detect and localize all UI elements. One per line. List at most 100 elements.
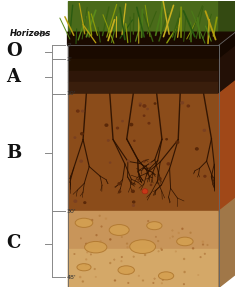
Ellipse shape bbox=[202, 244, 203, 245]
Ellipse shape bbox=[118, 183, 121, 185]
Text: 10': 10' bbox=[66, 91, 76, 96]
Ellipse shape bbox=[190, 232, 191, 233]
Ellipse shape bbox=[204, 175, 206, 177]
Ellipse shape bbox=[82, 110, 84, 112]
Ellipse shape bbox=[132, 190, 134, 192]
Ellipse shape bbox=[126, 243, 127, 244]
Polygon shape bbox=[67, 249, 219, 287]
Ellipse shape bbox=[177, 237, 193, 246]
Text: O: O bbox=[6, 42, 21, 60]
Text: 30': 30' bbox=[66, 209, 76, 214]
Ellipse shape bbox=[178, 232, 179, 233]
Ellipse shape bbox=[150, 163, 151, 164]
Ellipse shape bbox=[154, 278, 155, 279]
Ellipse shape bbox=[119, 191, 121, 192]
Ellipse shape bbox=[143, 105, 146, 107]
Ellipse shape bbox=[158, 251, 159, 252]
Ellipse shape bbox=[134, 140, 135, 141]
Ellipse shape bbox=[147, 108, 148, 109]
Ellipse shape bbox=[84, 202, 86, 203]
Ellipse shape bbox=[110, 162, 111, 163]
Ellipse shape bbox=[127, 247, 128, 248]
Text: 48': 48' bbox=[66, 275, 76, 280]
Ellipse shape bbox=[77, 110, 79, 112]
Text: 2': 2' bbox=[66, 57, 72, 62]
Ellipse shape bbox=[96, 235, 97, 236]
Polygon shape bbox=[219, 0, 235, 45]
Ellipse shape bbox=[99, 215, 100, 216]
Text: 0': 0' bbox=[66, 43, 72, 48]
Polygon shape bbox=[67, 45, 219, 59]
Polygon shape bbox=[219, 81, 235, 211]
Ellipse shape bbox=[167, 163, 170, 165]
Polygon shape bbox=[67, 211, 219, 287]
Ellipse shape bbox=[75, 218, 93, 228]
Ellipse shape bbox=[118, 266, 135, 274]
Ellipse shape bbox=[107, 140, 109, 141]
Ellipse shape bbox=[130, 124, 133, 126]
Ellipse shape bbox=[133, 201, 135, 203]
Ellipse shape bbox=[82, 281, 83, 282]
Ellipse shape bbox=[117, 127, 118, 129]
Ellipse shape bbox=[92, 219, 93, 221]
Text: C: C bbox=[6, 234, 21, 252]
Ellipse shape bbox=[87, 252, 88, 253]
Ellipse shape bbox=[193, 248, 194, 249]
Ellipse shape bbox=[147, 222, 162, 230]
Ellipse shape bbox=[121, 261, 122, 262]
Ellipse shape bbox=[81, 133, 83, 135]
Ellipse shape bbox=[172, 230, 173, 231]
Ellipse shape bbox=[105, 218, 106, 219]
Text: B: B bbox=[6, 144, 21, 162]
Ellipse shape bbox=[139, 103, 141, 105]
Ellipse shape bbox=[122, 121, 123, 122]
Ellipse shape bbox=[176, 141, 179, 143]
Ellipse shape bbox=[150, 184, 152, 185]
Polygon shape bbox=[67, 82, 219, 94]
Polygon shape bbox=[219, 198, 235, 287]
Polygon shape bbox=[219, 32, 235, 59]
Ellipse shape bbox=[154, 103, 156, 104]
Ellipse shape bbox=[109, 225, 129, 235]
Text: Horizons: Horizons bbox=[10, 29, 51, 38]
Ellipse shape bbox=[182, 228, 183, 229]
Polygon shape bbox=[67, 1, 219, 45]
Ellipse shape bbox=[130, 240, 156, 253]
Ellipse shape bbox=[114, 280, 115, 281]
Ellipse shape bbox=[184, 258, 185, 259]
Ellipse shape bbox=[74, 137, 76, 138]
Ellipse shape bbox=[86, 243, 87, 244]
Ellipse shape bbox=[139, 105, 141, 106]
Ellipse shape bbox=[196, 148, 198, 150]
Polygon shape bbox=[67, 32, 235, 45]
Ellipse shape bbox=[158, 178, 161, 180]
Ellipse shape bbox=[203, 130, 205, 131]
Ellipse shape bbox=[158, 272, 174, 280]
Ellipse shape bbox=[110, 263, 111, 264]
Ellipse shape bbox=[101, 226, 102, 227]
Ellipse shape bbox=[161, 249, 162, 250]
Ellipse shape bbox=[181, 102, 184, 104]
Ellipse shape bbox=[143, 115, 145, 116]
Polygon shape bbox=[67, 71, 219, 82]
Ellipse shape bbox=[143, 161, 145, 162]
Ellipse shape bbox=[110, 239, 111, 240]
Ellipse shape bbox=[80, 276, 81, 278]
Ellipse shape bbox=[142, 189, 148, 194]
Text: A: A bbox=[7, 68, 21, 86]
Ellipse shape bbox=[148, 122, 150, 124]
Polygon shape bbox=[67, 59, 219, 71]
Ellipse shape bbox=[138, 179, 139, 180]
Polygon shape bbox=[67, 94, 219, 211]
Ellipse shape bbox=[74, 200, 77, 202]
Ellipse shape bbox=[80, 160, 82, 162]
Ellipse shape bbox=[77, 264, 91, 271]
Ellipse shape bbox=[132, 205, 134, 206]
Ellipse shape bbox=[187, 105, 190, 107]
Ellipse shape bbox=[133, 256, 134, 257]
Ellipse shape bbox=[202, 241, 203, 242]
Ellipse shape bbox=[100, 241, 101, 242]
Ellipse shape bbox=[105, 124, 108, 126]
Ellipse shape bbox=[84, 241, 107, 253]
Ellipse shape bbox=[144, 254, 146, 255]
